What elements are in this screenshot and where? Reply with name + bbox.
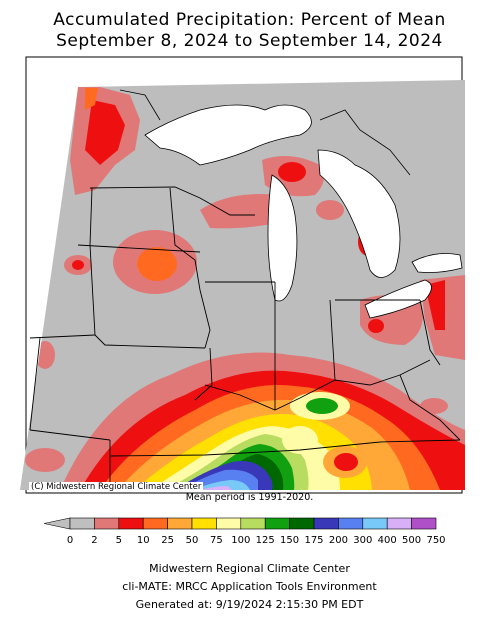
legend-swatch (411, 517, 437, 530)
legend-swatch (338, 517, 364, 530)
map-title-line1: Accumulated Precipitation: Percent of Me… (53, 10, 446, 30)
footer-line1: Midwestern Regional Climate Center (149, 562, 350, 575)
great-lakes (144, 104, 463, 319)
legend-swatch (240, 517, 266, 530)
lake-erie (364, 279, 432, 319)
legend-label: 400 (378, 535, 397, 546)
footer-line3: Generated at: 9/19/2024 2:15:30 PM EDT (135, 598, 364, 611)
precip-legend: 0 2 5 10 25 50 75 100 125 150 175 200 300 400 500 750 (43, 517, 446, 546)
legend-swatch (313, 517, 339, 530)
legend-label: 175 (304, 535, 323, 546)
legend-swatch (386, 517, 412, 530)
lake-superior (144, 104, 312, 166)
footer-line2: cli-MATE: MRCC Application Tools Environ… (122, 580, 377, 593)
legend-label: 25 (161, 535, 174, 546)
legend-swatch (289, 517, 315, 530)
copyright-text: (C) Midwestern Regional Climate Center (29, 482, 204, 492)
legend-label: 5 (116, 535, 122, 546)
lake-huron (317, 149, 401, 278)
legend-swatch (362, 517, 388, 530)
legend-label: 200 (329, 535, 348, 546)
legend-label: 75 (210, 535, 223, 546)
map-title-line2: September 8, 2024 to September 14, 2024 (56, 31, 443, 51)
legend-swatch (216, 517, 242, 530)
mean-period-text: Mean period is 1991-2020. (185, 492, 314, 503)
legend-swatch (142, 517, 168, 530)
legend-swatch (94, 517, 120, 530)
legend-swatch (118, 517, 144, 530)
legend-label: 50 (186, 535, 199, 546)
legend-swatch (191, 517, 217, 530)
legend-label: 0 (67, 535, 73, 546)
legend-label: 2 (91, 535, 97, 546)
legend-label: 125 (256, 535, 275, 546)
state-boundaries (29, 186, 461, 490)
precip-band-south (60, 352, 465, 490)
legend-swatch (69, 517, 95, 530)
legend-label: 150 (280, 535, 299, 546)
legend-label: 500 (402, 535, 421, 546)
legend-label: 100 (231, 535, 250, 546)
lake-ontario (411, 253, 463, 273)
legend-label: 10 (137, 535, 150, 546)
legend-label: 300 (353, 535, 372, 546)
legend-swatch (167, 517, 193, 530)
legend-arrow (43, 517, 71, 530)
legend-label: 750 (426, 535, 445, 546)
canada-border (119, 89, 411, 176)
lake-michigan (267, 174, 298, 302)
legend-swatch (264, 517, 290, 530)
